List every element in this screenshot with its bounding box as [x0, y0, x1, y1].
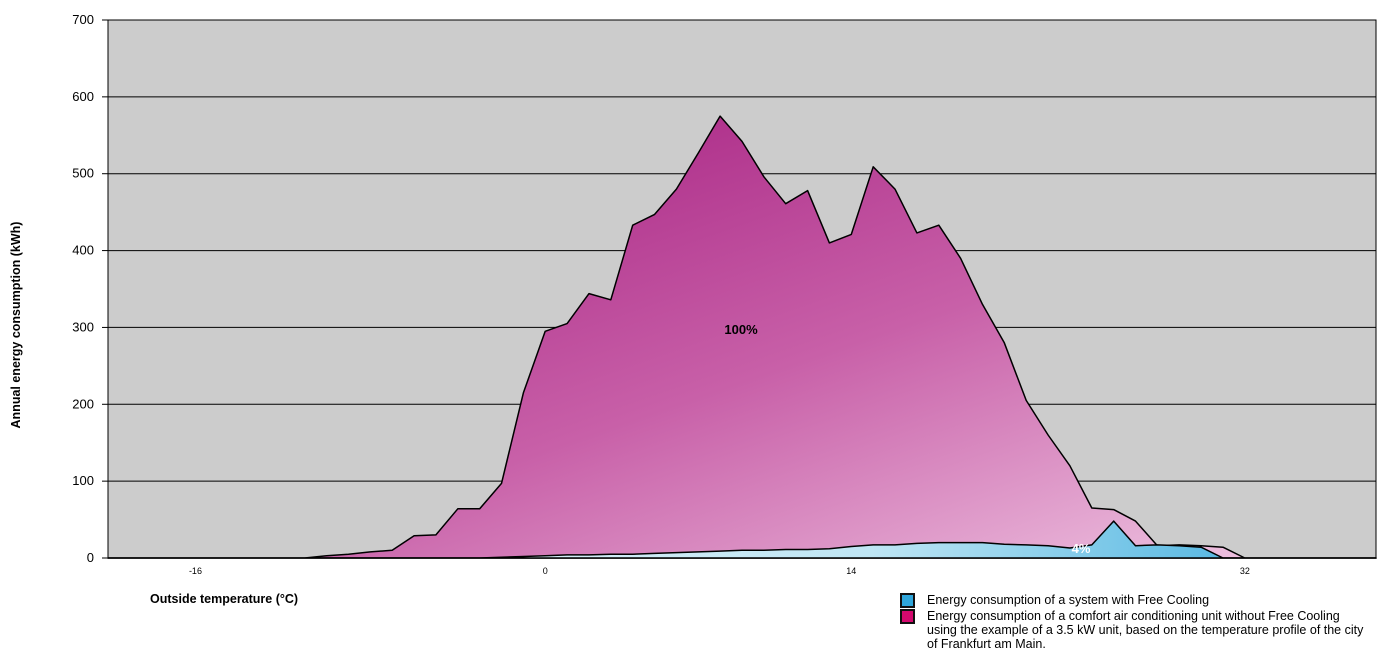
legend-item-free-cooling: Energy consumption of a system with Free… [900, 593, 1370, 608]
y-tick-label: 300 [72, 319, 94, 334]
y-tick-label: 700 [72, 12, 94, 27]
annotation-free-cooling: 4% [1072, 541, 1091, 556]
x-tick-label: 14 [846, 566, 856, 576]
y-tick-label: 500 [72, 166, 94, 181]
y-tick-label: 0 [87, 550, 94, 565]
legend-label-comfort-ac: Energy consumption of a comfort air cond… [927, 609, 1364, 651]
x-tick-label: 32 [1240, 566, 1250, 576]
y-axis-title: Annual energy consumption (kWh) [9, 221, 23, 429]
series-areas [107, 115, 1377, 559]
y-axis: 0 100 200 300 400 500 600 700 [72, 12, 108, 565]
x-tick-label: -16 [189, 566, 202, 576]
legend-item-comfort-ac: Energy consumption of a comfort air cond… [900, 609, 1370, 651]
annotation-comfort-ac: 100% [724, 322, 758, 337]
legend-label-free-cooling: Energy consumption of a system with Free… [927, 593, 1210, 607]
x-tick-label: 0 [543, 566, 548, 576]
y-tick-label: 600 [72, 89, 94, 104]
area-free-cooling [107, 520, 1377, 559]
y-tick-label: 200 [72, 396, 94, 411]
x-axis-title: Outside temperature (°C) [150, 592, 299, 606]
legend-swatch-free-cooling [900, 593, 915, 608]
y-tick-label: 100 [72, 473, 94, 488]
legend: Energy consumption of a system with Free… [900, 593, 1370, 653]
y-tick-label: 400 [72, 243, 94, 258]
series-annotations: 100% 4% [724, 322, 1090, 556]
legend-swatch-comfort-ac [900, 609, 915, 624]
area-comfort-ac [107, 115, 1377, 559]
x-axis: -16 0 14 32 [189, 566, 1250, 576]
